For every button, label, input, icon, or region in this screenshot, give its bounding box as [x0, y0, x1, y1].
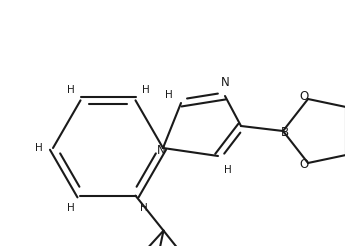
Text: O: O — [299, 91, 309, 104]
Text: N: N — [220, 76, 229, 89]
Text: H: H — [67, 203, 75, 213]
Text: H: H — [165, 90, 173, 100]
Text: H: H — [140, 203, 147, 213]
Text: O: O — [299, 158, 309, 171]
Text: H: H — [142, 85, 149, 95]
Text: N: N — [157, 144, 165, 157]
Text: H: H — [224, 165, 232, 175]
Text: B: B — [281, 125, 289, 138]
Text: H: H — [67, 85, 75, 95]
Text: H: H — [35, 143, 43, 153]
